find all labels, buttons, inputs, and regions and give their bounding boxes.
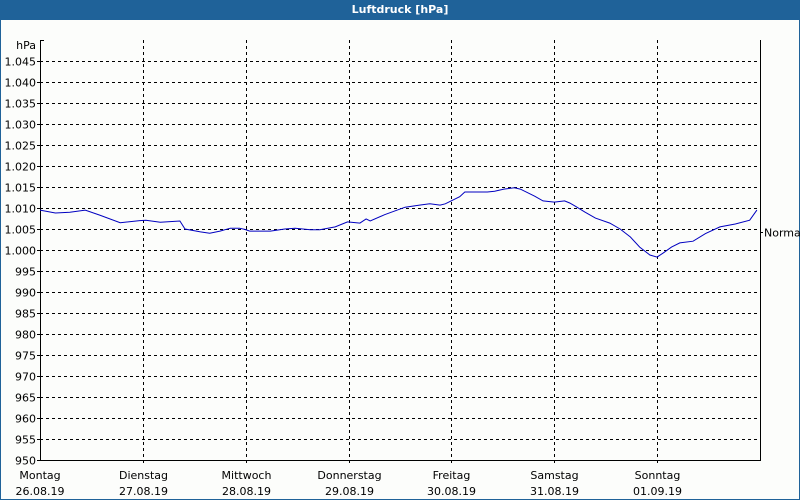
y-tick-label: 1.000 <box>5 245 37 258</box>
x-date-label: 01.09.19 <box>633 485 682 498</box>
x-date-label: 29.08.19 <box>325 485 374 498</box>
y-axis-unit: hPa <box>16 39 36 52</box>
y-tick-label: 1.015 <box>5 182 37 195</box>
y-tick-label: 975 <box>15 350 36 363</box>
x-date-label: 26.08.19 <box>16 485 65 498</box>
y-tick-label: 1.025 <box>5 140 37 153</box>
y-tick-label: 1.005 <box>5 224 37 237</box>
axes <box>37 40 761 461</box>
y-tick-label: 1.035 <box>5 98 37 111</box>
y-tick-label: 1.040 <box>5 77 37 90</box>
x-day-label: Donnerstag <box>317 469 381 482</box>
chart-title: Luftdruck [hPa] <box>0 0 800 20</box>
grid-lines <box>40 40 760 464</box>
y-tick-label: 1.030 <box>5 119 37 132</box>
y-tick-label: 950 <box>15 455 36 468</box>
y-tick-label: 990 <box>15 287 36 300</box>
normal-reference-marker: Normal <box>760 227 800 240</box>
x-date-label: 31.08.19 <box>530 485 579 498</box>
x-day-label: Freitag <box>433 469 471 482</box>
x-day-label: Montag <box>19 469 60 482</box>
normal-label: Normal <box>764 227 800 240</box>
y-axis-labels: 950 955 960 965 970 975 980 985 990 995 1.000 1.005… <box>5 56 37 468</box>
x-day-label: Sonntag <box>635 469 681 482</box>
x-date-label: 28.08.19 <box>222 485 271 498</box>
y-tick-label: 985 <box>15 308 36 321</box>
y-tick-label: 1.010 <box>5 203 37 216</box>
y-tick-label: 980 <box>15 329 36 342</box>
pressure-line <box>39 187 758 258</box>
x-date-label: 30.08.19 <box>427 485 476 498</box>
x-day-label: Mittwoch <box>222 469 272 482</box>
y-tick-label: 1.045 <box>5 56 37 69</box>
x-date-label: 27.08.19 <box>119 485 168 498</box>
y-tick-label: 955 <box>15 434 36 447</box>
x-day-label: Dienstag <box>119 469 168 482</box>
y-tick-label: 995 <box>15 266 36 279</box>
x-day-label: Samstag <box>530 469 578 482</box>
y-tick-label: 1.020 <box>5 161 37 174</box>
y-tick-label: 970 <box>15 371 36 384</box>
x-axis-labels: Montag 26.08.19 Dienstag 27.08.19 Mittwoch 28… <box>16 469 682 498</box>
y-tick-label: 960 <box>15 413 36 426</box>
y-tick-label: 965 <box>15 392 36 405</box>
